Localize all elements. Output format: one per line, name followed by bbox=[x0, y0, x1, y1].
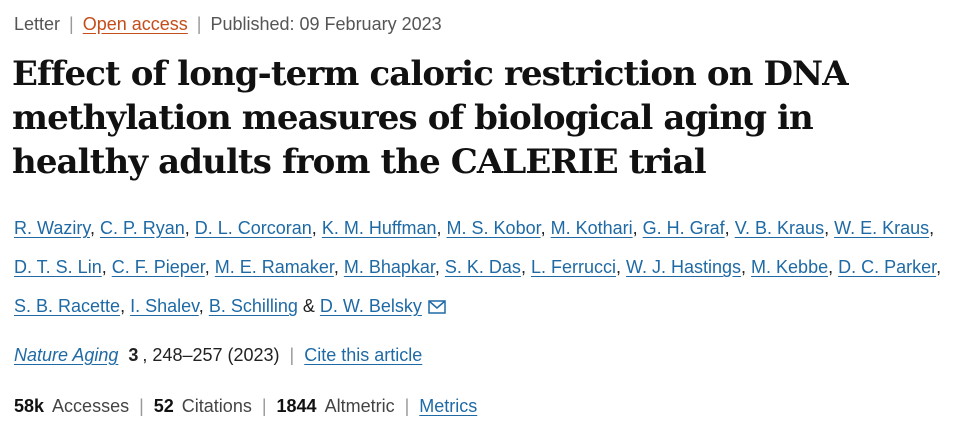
journal-volume: 3 bbox=[128, 345, 139, 365]
mail-icon[interactable] bbox=[428, 289, 446, 328]
altmetric-label: Altmetric bbox=[324, 396, 395, 416]
accesses-label: Accesses bbox=[52, 396, 130, 416]
journal-pages: , 248–257 (2023) bbox=[142, 345, 280, 365]
author-link[interactable]: C. P. Ryan bbox=[100, 218, 185, 238]
citations-count: 52 bbox=[153, 396, 174, 416]
article-title: Effect of long-term caloric restriction … bbox=[12, 54, 849, 182]
separator: | bbox=[289, 345, 295, 365]
metrics-row: 58k Accesses | 52 Citations | 1844 Altme… bbox=[14, 394, 477, 418]
author-link[interactable]: M. S. Kobor bbox=[446, 218, 541, 238]
open-access-link[interactable]: Open access bbox=[82, 14, 188, 34]
citation-line: Nature Aging 3 , 248–257 (2023) | Cite t… bbox=[14, 343, 422, 367]
separator: | bbox=[261, 396, 267, 416]
author-link[interactable]: B. Schilling bbox=[208, 296, 298, 316]
author-link[interactable]: D. W. Belsky bbox=[319, 296, 422, 316]
altmetric-count: 1844 bbox=[276, 396, 317, 416]
separator: | bbox=[196, 14, 202, 34]
accesses-count: 58k bbox=[14, 396, 45, 416]
separator: | bbox=[404, 396, 410, 416]
author-link[interactable]: M. Kebbe bbox=[751, 257, 829, 277]
author-link[interactable]: W. E. Kraus bbox=[834, 218, 930, 238]
separator: | bbox=[139, 396, 144, 416]
author-link[interactable]: D. L. Corcoran bbox=[194, 218, 312, 238]
article-meta: Letter | Open access | Published: 09 Feb… bbox=[14, 12, 442, 36]
journal-link[interactable]: Nature Aging bbox=[14, 345, 119, 365]
author-link[interactable]: M. Kothari bbox=[550, 218, 633, 238]
author-link[interactable]: L. Ferrucci bbox=[530, 257, 616, 277]
author-link[interactable]: D. T. S. Lin bbox=[14, 257, 102, 277]
citations-label: Citations bbox=[181, 396, 252, 416]
author-link[interactable]: R. Waziry bbox=[14, 218, 90, 238]
metrics-link[interactable]: Metrics bbox=[419, 396, 478, 416]
author-link[interactable]: S. K. Das bbox=[444, 257, 521, 277]
author-link[interactable]: G. H. Graf bbox=[642, 218, 725, 238]
author-link[interactable]: M. E. Ramaker bbox=[214, 257, 334, 277]
published-date: Published: 09 February 2023 bbox=[210, 14, 442, 34]
author-list: R. Waziry, C. P. Ryan, D. L. Corcoran, K… bbox=[14, 209, 948, 328]
author-link[interactable]: K. M. Huffman bbox=[321, 218, 437, 238]
author-link[interactable]: I. Shalev bbox=[130, 296, 199, 316]
author-link[interactable]: D. C. Parker bbox=[838, 257, 937, 277]
author-link[interactable]: V. B. Kraus bbox=[734, 218, 825, 238]
article-type: Letter bbox=[14, 14, 61, 34]
author-link[interactable]: M. Bhapkar bbox=[343, 257, 435, 277]
cite-this-article-link[interactable]: Cite this article bbox=[304, 345, 423, 365]
author-link[interactable]: C. F. Pieper bbox=[111, 257, 205, 277]
author-link[interactable]: S. B. Racette bbox=[14, 296, 121, 316]
author-link[interactable]: W. J. Hastings bbox=[626, 257, 742, 277]
authors-conjunction: & bbox=[302, 296, 315, 316]
separator: | bbox=[69, 14, 74, 34]
